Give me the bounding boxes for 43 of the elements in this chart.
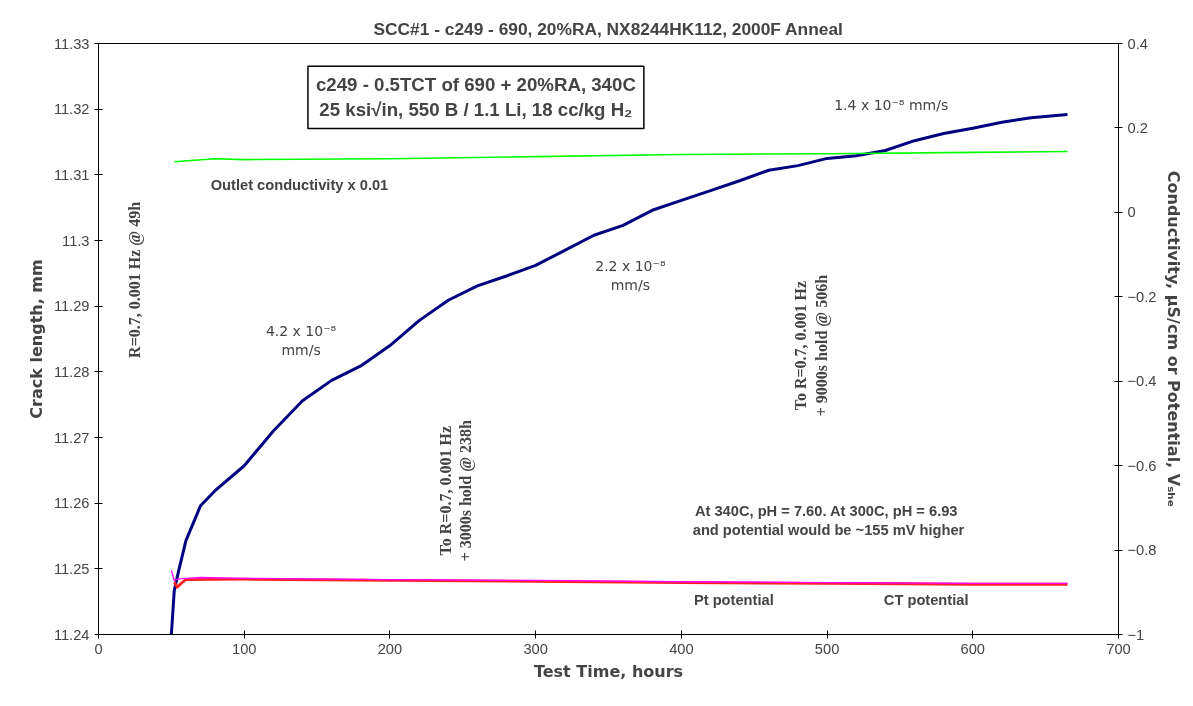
line-series xyxy=(170,569,1069,585)
y-tick-label: 11.31 xyxy=(53,166,90,183)
x-tick-label: 100 xyxy=(231,640,257,657)
annotation: 2.2 x 10⁻⁸ mm/s xyxy=(595,257,666,293)
annotation: 4.2 x 10⁻⁸ mm/s xyxy=(265,322,337,358)
annotation: To R=0.7, 0.001 Hz + 3000s hold @ 238h xyxy=(436,419,476,562)
annotation: 1.4 x 10⁻⁸ mm/s xyxy=(834,97,949,114)
annotation: To R=0.7, 0.001 Hz + 9000s hold @ 506h xyxy=(792,274,831,417)
x-tick-label: 700 xyxy=(1106,640,1131,657)
annotation: c249 - 0.5TCT of 690 + 20%RA, 340C 25 ksi√in, 550 B / 1.1 Li, 18 cc/kg H₂ xyxy=(315,74,636,121)
y2-tick-label: −0.6 xyxy=(1127,457,1157,474)
series-label: CT potential xyxy=(883,592,969,609)
y2-tick-label: −0.4 xyxy=(1127,373,1157,390)
series-label: Pt potential xyxy=(693,592,774,609)
x-tick-label: 400 xyxy=(669,640,694,657)
annotation: R=0.7, 0.001 Hz @ 49h xyxy=(126,201,145,358)
x-axis-title: Test Time, hours xyxy=(533,661,684,681)
annotation: At 340C, pH = 7.60. At 300C, pH = 6.93 and potential would be ~155 mV higher xyxy=(692,502,965,538)
y-tick-label: 11.3 xyxy=(62,232,90,249)
y2-tick-label: −0.8 xyxy=(1127,542,1157,559)
y-tick-label: 11.32 xyxy=(53,101,90,118)
y2-axis-title: Conductivity, µS/cm or Potential, Vₛₕₑ xyxy=(1164,170,1184,508)
x-tick-label: 0 xyxy=(94,640,103,657)
y2-tick-label: 0.2 xyxy=(1127,119,1148,136)
y-tick-label: 11.33 xyxy=(53,35,90,52)
line-series xyxy=(173,150,1069,163)
y2-tick-label: 0.4 xyxy=(1127,35,1148,52)
x-tick-label: 300 xyxy=(523,640,548,657)
x-tick-label: 200 xyxy=(377,640,403,657)
y-tick-label: 11.26 xyxy=(53,495,90,512)
y-tick-label: 11.28 xyxy=(53,363,90,380)
y2-tick-label: −1 xyxy=(1127,626,1145,643)
y2-tick-label: −0.2 xyxy=(1127,288,1157,305)
y2-tick-label: 0 xyxy=(1127,204,1136,221)
y-axis-title: Crack length, mm xyxy=(26,259,46,419)
y-tick-label: 11.29 xyxy=(53,298,90,315)
x-tick-label: 500 xyxy=(814,640,840,657)
series-label: Outlet conductivity x 0.01 xyxy=(210,177,389,194)
y-tick-label: 11.24 xyxy=(53,626,90,643)
chart-title: SCC#1 - c249 - 690, 20%RA, NX8244HK112, 2000F Anneal xyxy=(373,18,843,39)
y-tick-label: 11.27 xyxy=(53,429,90,446)
y-tick-label: 11.25 xyxy=(53,560,90,577)
x-tick-label: 600 xyxy=(960,640,986,657)
